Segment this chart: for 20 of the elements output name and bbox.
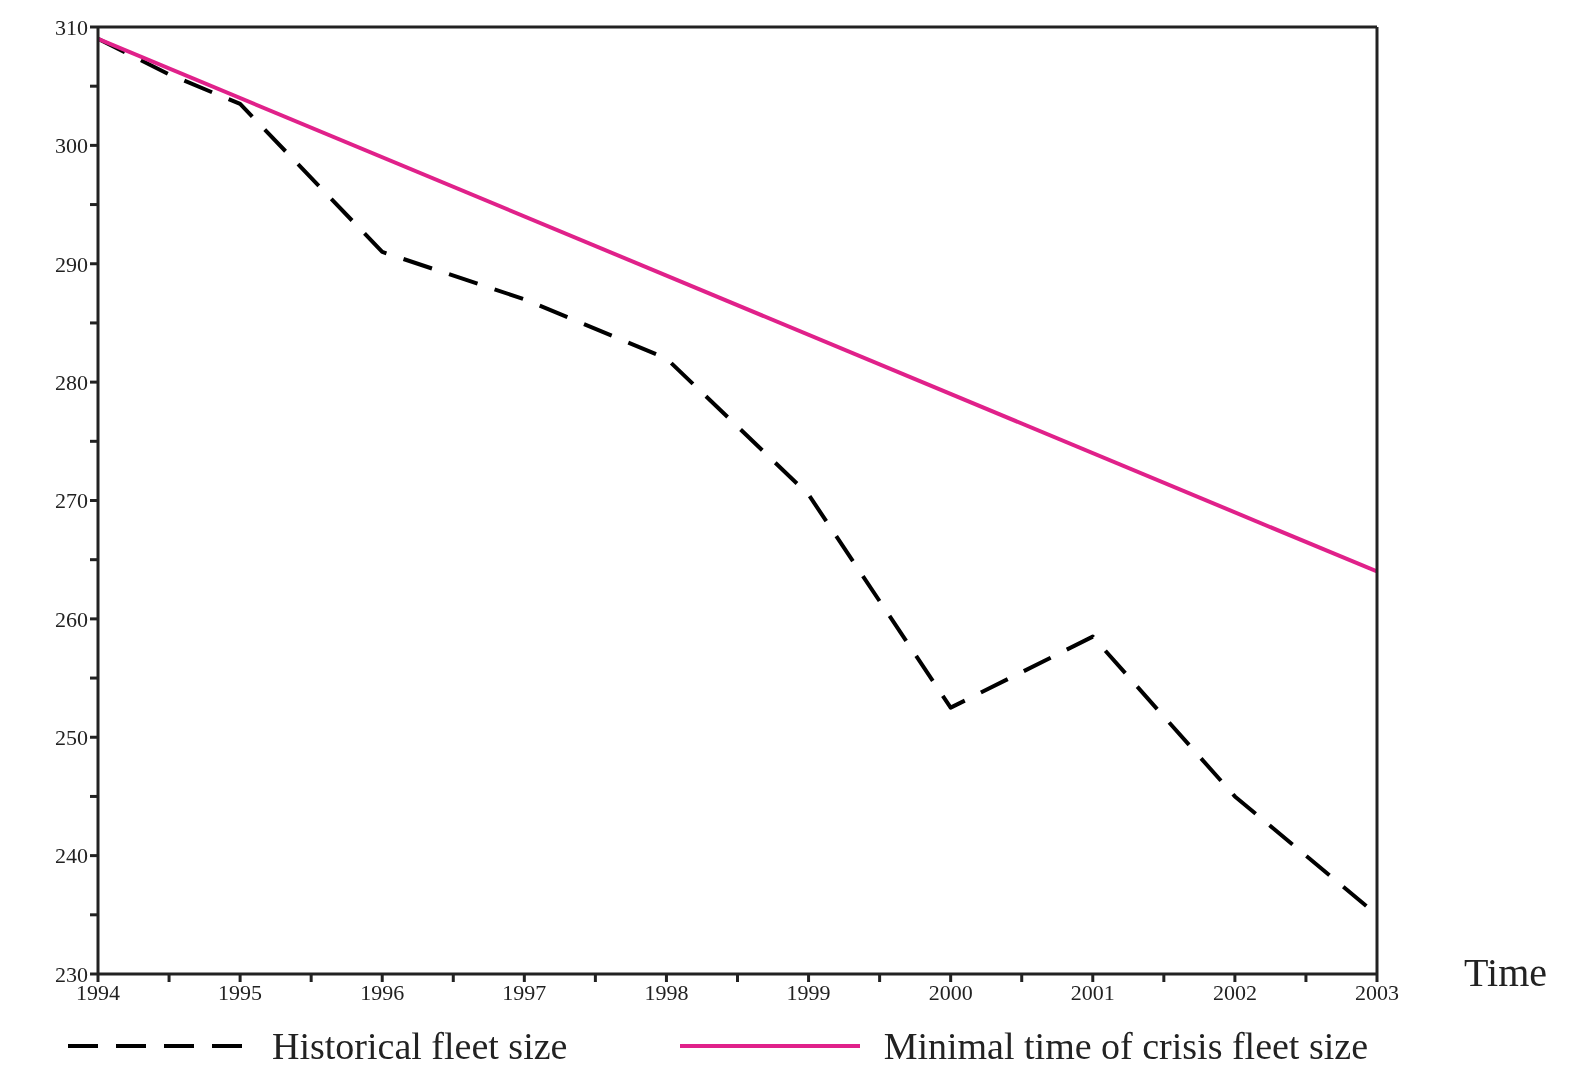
legend-label: Minimal time of crisis fleet size — [883, 1024, 1368, 1068]
x-axis-title: Time — [1463, 950, 1547, 995]
x-tick-label: 2000 — [928, 979, 973, 1005]
y-tick-label: 260 — [55, 606, 88, 632]
y-tick-label: 300 — [55, 133, 88, 159]
y-tick-label: 270 — [55, 488, 88, 514]
x-tick-label: 2001 — [1070, 979, 1115, 1005]
x-tick-label: 1997 — [502, 979, 547, 1005]
y-tick-label: 310 — [55, 14, 88, 40]
y-tick-label: 290 — [55, 251, 88, 277]
y-tick-label: 240 — [55, 843, 88, 869]
x-tick-label: 2002 — [1212, 979, 1257, 1005]
x-tick-label: 2003 — [1355, 979, 1399, 1005]
x-tick-label: 1998 — [644, 979, 689, 1005]
legend-label: Historical fleet size — [272, 1024, 568, 1068]
y-tick-label: 250 — [55, 725, 88, 751]
y-tick-label: 280 — [55, 369, 88, 395]
x-tick-label: 1996 — [360, 979, 405, 1005]
x-tick-label: 1995 — [218, 979, 263, 1005]
x-tick-label: 1999 — [786, 979, 831, 1005]
